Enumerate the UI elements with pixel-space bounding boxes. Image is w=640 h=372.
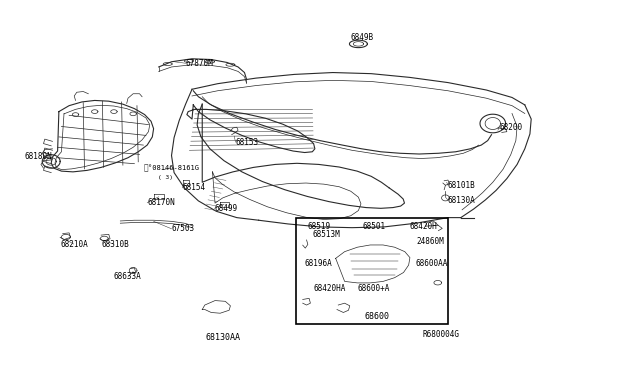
Text: 6849B: 6849B [351,33,374,42]
Text: 68153: 68153 [236,138,259,147]
Text: 67503: 67503 [172,224,195,233]
Bar [296,218,448,324]
Text: 68420H: 68420H [410,222,437,231]
Text: Ⓑ: Ⓑ [143,163,148,172]
Text: 68600: 68600 [365,312,390,321]
Text: 67870M: 67870M [186,59,213,68]
Text: 68600AA: 68600AA [416,259,449,268]
Text: ( 3): ( 3) [158,174,173,180]
Text: 68101B: 68101B [448,181,476,190]
Text: 68600+A: 68600+A [357,284,390,293]
Text: 68310B: 68310B [101,240,129,248]
Text: 68513M: 68513M [312,230,340,239]
Text: 68130AA: 68130AA [205,333,240,342]
Text: 68519: 68519 [307,222,330,231]
Text: 68196A: 68196A [305,259,332,268]
Text: 24860M: 24860M [416,237,444,246]
Text: 68420HA: 68420HA [314,284,346,293]
Text: 68210A: 68210A [61,240,88,248]
Text: 68499: 68499 [214,204,237,213]
Text: 68170N: 68170N [147,198,175,207]
Text: °08146-8161G: °08146-8161G [148,165,200,171]
Text: 68633A: 68633A [114,272,141,281]
Text: 68180N: 68180N [24,153,52,161]
Text: 68130A: 68130A [448,196,476,205]
Text: R680004G: R680004G [422,330,460,339]
Text: 68200: 68200 [499,123,522,132]
Text: 68154: 68154 [182,183,205,192]
Text: 68501: 68501 [362,222,385,231]
